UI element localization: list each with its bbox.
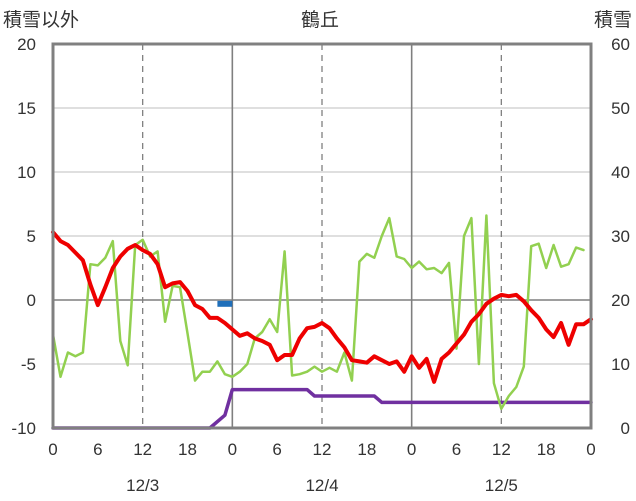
y-left-tick-label: 5 (27, 227, 36, 246)
x-hour-tick-label: 12 (313, 440, 332, 459)
x-hour-tick-label: 0 (48, 440, 57, 459)
y-right-tick-label: 20 (611, 291, 630, 310)
chart-title: 鶴丘 (301, 9, 339, 31)
x-hour-tick-label: 6 (452, 440, 461, 459)
x-hour-ticks: 0 6 12 18 0 6 12 18 0 6 12 18 0 (48, 440, 595, 459)
y-left-tick-label: 0 (27, 291, 36, 310)
y-right-tick-label: 10 (611, 355, 630, 374)
y-left-tick-label: -5 (21, 355, 36, 374)
green-series-line (51, 214, 585, 411)
left-axis-label: 積雪以外 (3, 9, 79, 31)
x-hour-tick-label: 0 (407, 440, 416, 459)
x-date-label: 12/4 (305, 476, 338, 495)
x-hour-tick-label: 0 (586, 440, 595, 459)
y-left-tick-label: -10 (11, 419, 36, 438)
x-date-label: 12/5 (485, 476, 518, 495)
x-hour-tick-label: 6 (93, 440, 102, 459)
x-hour-tick-label: 18 (537, 440, 556, 459)
y-left-tick-label: 20 (17, 35, 36, 54)
left-y-ticks: 20 15 10 5 0 -5 -10 (11, 35, 36, 438)
x-hour-tick-label: 12 (492, 440, 511, 459)
x-hour-tick-label: 6 (272, 440, 281, 459)
y-right-tick-label: 0 (621, 419, 630, 438)
y-left-tick-label: 10 (17, 163, 36, 182)
x-hour-tick-label: 0 (228, 440, 237, 459)
x-date-label: 12/3 (126, 476, 159, 495)
x-hour-tick-label: 12 (133, 440, 152, 459)
red-series-line (51, 230, 593, 384)
purple-series-line (51, 387, 593, 430)
y-right-tick-label: 40 (611, 163, 630, 182)
right-axis-label: 積雪 (594, 9, 632, 31)
y-left-tick-label: 15 (17, 99, 36, 118)
x-hour-tick-label: 18 (178, 440, 197, 459)
right-y-ticks: 60 50 40 30 20 10 0 (611, 35, 630, 438)
grid (53, 44, 591, 428)
plot-frame (51, 42, 593, 430)
y-right-tick-label: 50 (611, 99, 630, 118)
series-group (51, 214, 593, 430)
y-right-tick-label: 60 (611, 35, 630, 54)
y-right-tick-label: 30 (611, 227, 630, 246)
x-hour-tick-label: 18 (357, 440, 376, 459)
x-date-ticks: 12/3 12/4 12/5 (126, 476, 518, 495)
